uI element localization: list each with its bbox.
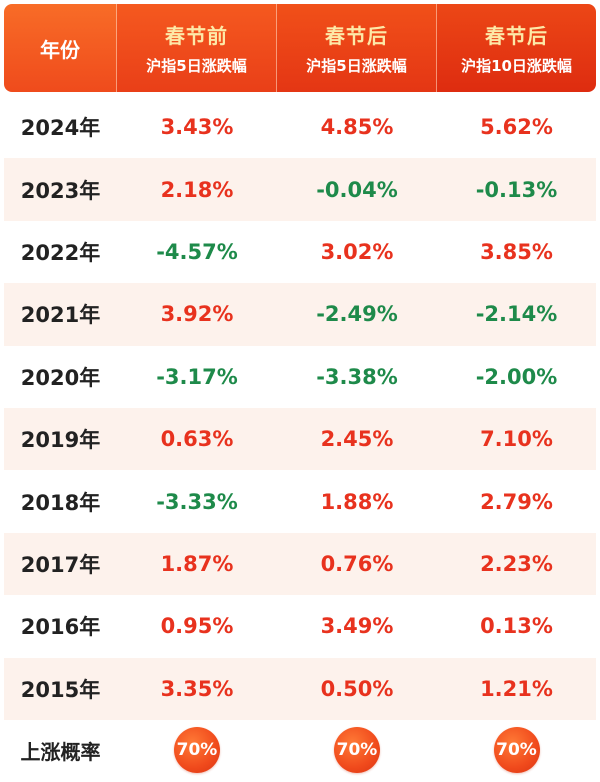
year-cell: 2024年	[20, 116, 101, 141]
value-cell: 1.21%	[480, 676, 553, 701]
year-cell: 2019年	[20, 428, 101, 453]
value-cell: 5.62%	[480, 115, 553, 140]
header-pre-festival-5d: 春节前 沪指5日涨跌幅	[117, 4, 277, 92]
year-cell: 2023年	[20, 178, 101, 203]
value-cell: -3.17%	[156, 364, 238, 389]
value-cell: 0.63%	[160, 427, 234, 452]
probability-cell: 70%	[277, 727, 437, 773]
header-subtitle: 沪指5日涨跌幅	[306, 57, 407, 75]
table-row: 2022年 -4.57% 3.02% 3.85%	[4, 221, 596, 283]
value-cell: 3.35%	[160, 676, 234, 701]
value-cell: 1.87%	[160, 551, 234, 576]
header-title: 春节后	[485, 24, 548, 48]
table-row: 2016年 0.95% 3.49% 0.13%	[4, 595, 596, 657]
value-cell: 1.88%	[320, 489, 394, 514]
value-cell: 2.79%	[480, 489, 553, 514]
year-cell: 2015年	[20, 677, 101, 702]
header-subtitle: 沪指10日涨跌幅	[461, 57, 572, 75]
value-cell: -3.33%	[156, 489, 238, 514]
probability-cell: 70%	[117, 727, 277, 773]
value-cell: 0.95%	[160, 614, 234, 639]
header-title: 春节后	[325, 24, 388, 48]
table-row: 2024年 3.43% 4.85% 5.62%	[4, 96, 596, 158]
value-cell: -0.04%	[316, 177, 398, 202]
table-row: 2017年 1.87% 0.76% 2.23%	[4, 532, 596, 596]
probability-label: 上涨概率	[20, 739, 101, 764]
value-cell: 0.76%	[320, 551, 394, 576]
value-cell: -2.00%	[475, 364, 558, 389]
value-cell: 4.85%	[320, 115, 394, 140]
value-cell: 0.13%	[480, 614, 553, 639]
table-row: 2020年 -3.17% -3.38% -2.00%	[4, 346, 596, 408]
year-cell: 2016年	[20, 615, 101, 640]
probability-row: 上涨概率 70% 70% 70%	[4, 720, 596, 780]
year-cell: 2021年	[20, 303, 101, 328]
table-row: 2021年 3.92% -2.49% -2.14%	[4, 283, 596, 346]
value-cell: -3.38%	[316, 364, 398, 389]
table-body: 2024年 3.43% 4.85% 5.62% 2023年 2.18% -0.0…	[4, 96, 596, 720]
header-subtitle: 沪指5日涨跌幅	[146, 57, 247, 75]
table-row: 2023年 2.18% -0.04% -0.13%	[4, 158, 596, 221]
value-cell: 3.02%	[320, 239, 394, 264]
table-row: 2015年 3.35% 0.50% 1.21%	[4, 657, 596, 720]
value-cell: -2.14%	[475, 302, 558, 327]
header-post-festival-10d: 春节后 沪指10日涨跌幅	[437, 4, 596, 92]
probability-badge: 70%	[493, 727, 540, 773]
value-cell: 3.85%	[480, 239, 553, 264]
value-cell: 7.10%	[480, 427, 553, 452]
header-post-festival-5d: 春节后 沪指5日涨跌幅	[277, 4, 437, 92]
value-cell: 3.43%	[160, 115, 234, 140]
year-cell: 2022年	[20, 240, 101, 265]
value-cell: 3.49%	[320, 614, 394, 639]
value-cell: -4.57%	[156, 239, 238, 264]
header-title: 春节前	[165, 24, 228, 48]
header-year-cell: 年份	[4, 4, 117, 92]
value-cell: 2.45%	[320, 427, 394, 452]
value-cell: -2.49%	[316, 302, 398, 327]
probability-cell: 70%	[437, 727, 596, 773]
value-cell: 3.92%	[160, 302, 234, 327]
value-cell: -0.13%	[475, 177, 558, 202]
table-header: 年份 春节前 沪指5日涨跌幅 春节后 沪指5日涨跌幅 春节后 沪指10日涨跌幅	[4, 4, 596, 92]
value-cell: 2.23%	[480, 551, 553, 576]
probability-badge: 70%	[174, 727, 220, 773]
header-year-label: 年份	[40, 37, 80, 62]
year-cell: 2017年	[20, 552, 101, 577]
table-row: 2019年 0.63% 2.45% 7.10%	[4, 407, 596, 471]
year-cell: 2018年	[20, 490, 101, 515]
year-cell: 2020年	[20, 365, 101, 390]
value-cell: 0.50%	[320, 676, 394, 701]
value-cell: 2.18%	[160, 177, 234, 202]
probability-badge: 70%	[334, 727, 380, 773]
table-row: 2018年 -3.33% 1.88% 2.79%	[4, 470, 596, 532]
